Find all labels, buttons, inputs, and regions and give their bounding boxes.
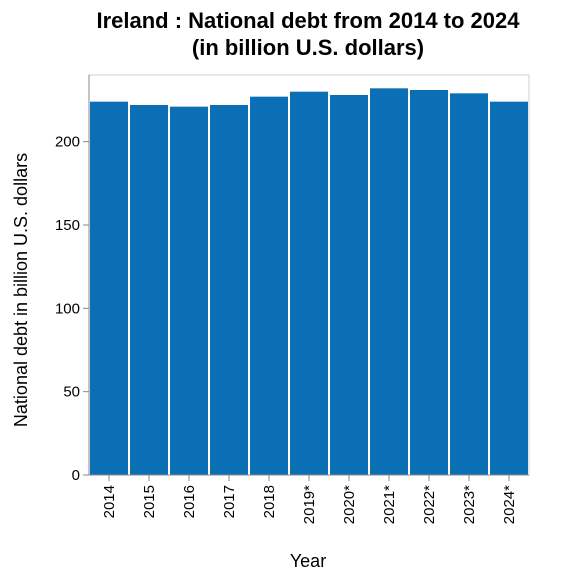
y-axis: 0 50 100 150 200 (55, 75, 90, 484)
x-tick-label: 2023* (461, 485, 478, 524)
x-axis: 2014 2015 2016 2017 2018 2019* 2020* 2021* 2022*… (89, 474, 529, 524)
bar-2019-projected (290, 91, 328, 476)
chart-title-line-2: (in billion U.S. dollars) (192, 35, 424, 60)
y-tick-label: 150 (55, 217, 80, 234)
bar-2014 (90, 101, 128, 476)
x-tick-label: 2015 (141, 485, 158, 518)
bar-2021-projected (370, 88, 408, 475)
x-tick-label: 2016 (181, 485, 198, 518)
bar-2017 (210, 105, 248, 475)
bar-2015 (130, 105, 168, 475)
x-tick-label: 2020* (341, 485, 358, 524)
x-tick-label: 2019* (301, 485, 318, 524)
bar-2022-projected (410, 90, 448, 475)
x-tick-label: 2017 (221, 485, 238, 518)
y-tick-label: 200 (55, 134, 80, 151)
y-axis-title: National debt in billion U.S. dollars (11, 153, 31, 427)
bar-2018 (250, 96, 288, 476)
bar-2016 (170, 106, 208, 476)
chart-title-line-1: Ireland : National debt from 2014 to 202… (96, 8, 520, 33)
bars-group (90, 88, 528, 476)
y-tick-label: 100 (55, 300, 80, 317)
x-tick-label: 2021* (381, 485, 398, 524)
bar-2023-projected (450, 93, 488, 475)
x-tick-label: 2022* (421, 485, 438, 524)
y-tick-label: 50 (63, 384, 80, 401)
x-axis-title: Year (290, 551, 326, 571)
bar-2024-projected (490, 101, 528, 476)
y-tick-label: 0 (72, 467, 80, 484)
bar-2020-projected (330, 95, 368, 475)
x-tick-label: 2014 (101, 485, 118, 518)
x-tick-label: 2018 (261, 485, 278, 518)
x-tick-label: 2024* (501, 485, 518, 524)
